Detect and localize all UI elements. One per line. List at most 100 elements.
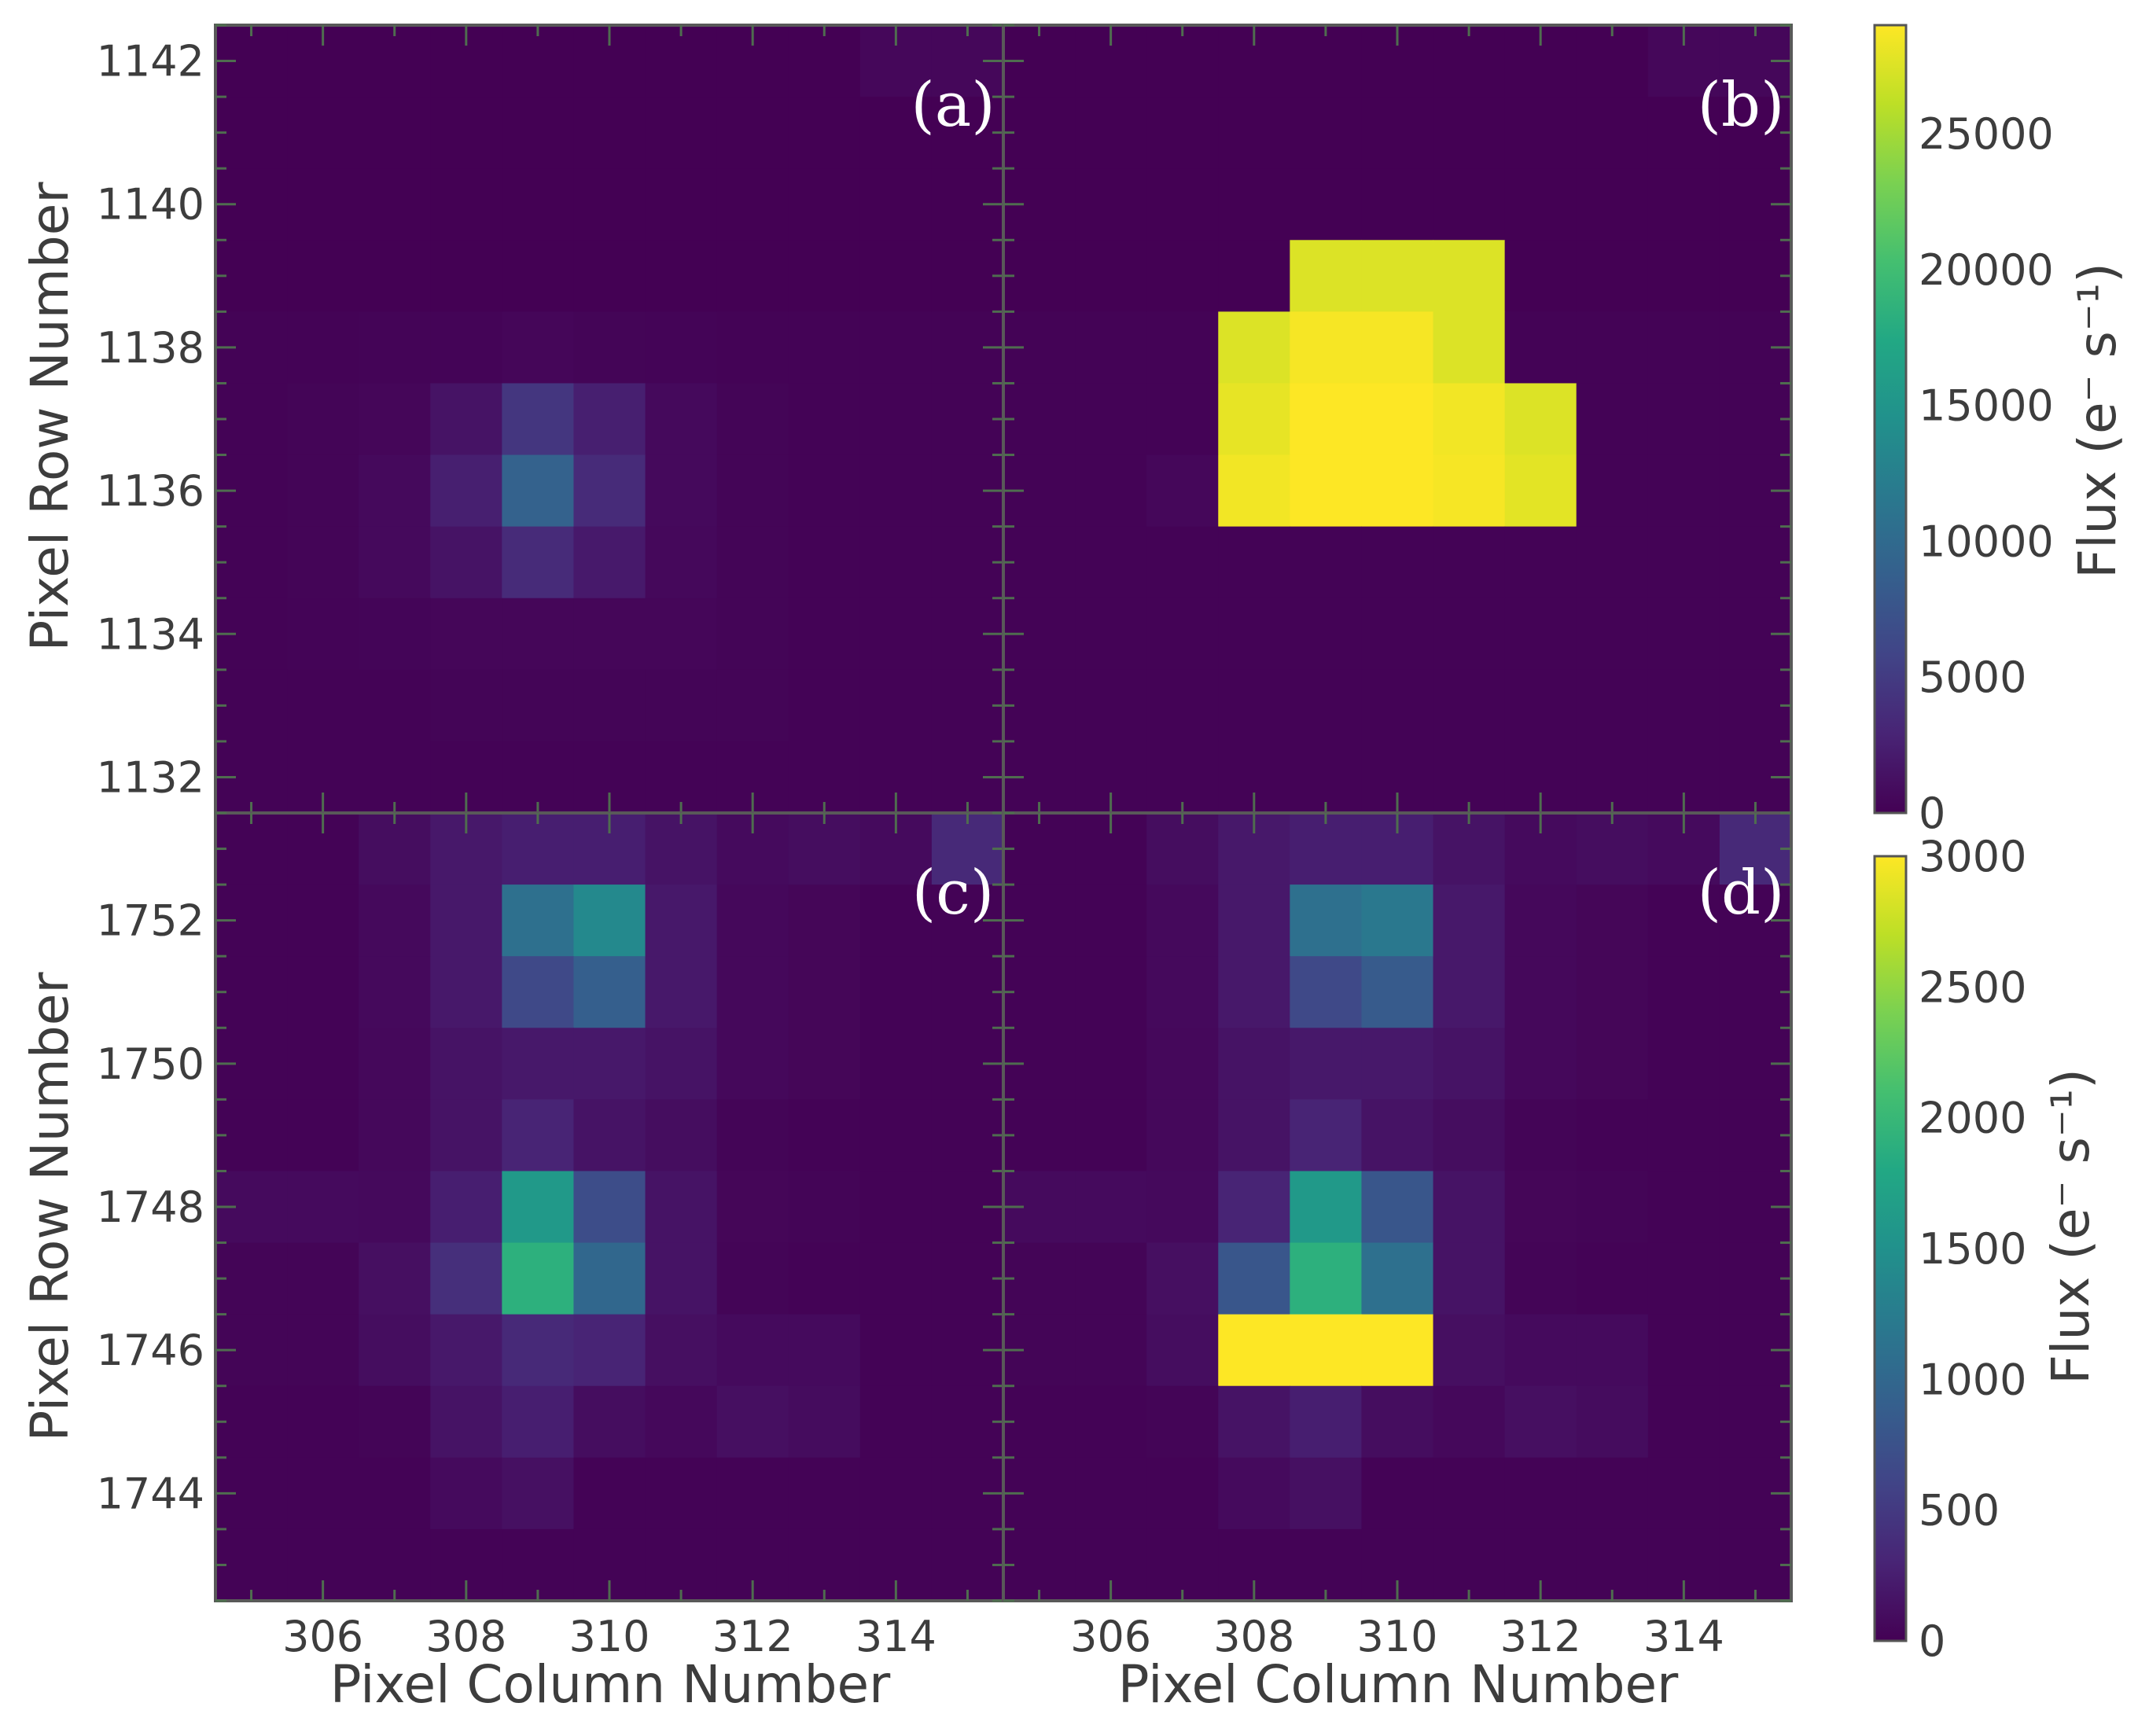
heatmap-cell: [1719, 1528, 1792, 1602]
heatmap-cell: [502, 598, 575, 671]
heatmap-cell: [1504, 311, 1577, 384]
heatmap-cell: [788, 1457, 861, 1530]
y-axis-label-top: Pixel Row Number: [20, 182, 80, 652]
heatmap-cell: [716, 1385, 789, 1458]
x-tick-label: 308: [1213, 1612, 1294, 1661]
heatmap-cell: [788, 741, 861, 814]
heatmap-cell: [573, 454, 646, 528]
heatmap-cell: [1361, 97, 1434, 169]
heatmap-cell: [716, 240, 789, 312]
colorbar-tick-label: 1000: [1919, 1355, 2026, 1404]
y-tick-label: 1142: [97, 37, 204, 86]
heatmap-cell: [430, 1242, 502, 1315]
heatmap-cell: [645, 598, 718, 671]
heatmap-cell: [287, 454, 359, 528]
heatmap-cell: [287, 240, 359, 312]
colorbar-tick-label: 0: [1919, 1616, 1945, 1666]
y-tick-label: 1140: [97, 180, 204, 230]
heatmap-cell: [430, 598, 502, 671]
colorbar-tick-label: 1500: [1919, 1224, 2026, 1274]
heatmap-cell: [716, 1457, 789, 1530]
heatmap-cell: [287, 1385, 359, 1458]
heatmap-cell: [1218, 669, 1290, 742]
heatmap-cell: [1719, 240, 1792, 312]
heatmap-cell: [1290, 598, 1363, 671]
heatmap-cell: [1075, 1171, 1147, 1244]
heatmap-cell: [1218, 383, 1290, 456]
heatmap-cell: [1576, 669, 1649, 742]
heatmap-cell: [1075, 956, 1147, 1028]
heatmap-cell: [502, 813, 575, 885]
heatmap-cell: [1576, 1314, 1649, 1387]
heatmap-cell: [1361, 168, 1434, 241]
heatmap-cell: [1504, 598, 1577, 671]
x-tick-label: 310: [569, 1612, 649, 1661]
heatmap-cell: [430, 1314, 502, 1387]
heatmap-cell: [1647, 598, 1720, 671]
heatmap-cell: [1361, 240, 1434, 312]
heatmap-cell: [1433, 885, 1506, 957]
heatmap-cell: [1075, 1242, 1147, 1315]
heatmap-cell: [215, 1385, 288, 1458]
heatmap-cell: [215, 383, 288, 456]
heatmap-cell: [788, 383, 861, 456]
heatmap-cell: [1433, 454, 1506, 528]
heatmap-cell: [1504, 97, 1577, 169]
heatmap-cell: [1433, 956, 1506, 1028]
heatmap-cell: [573, 168, 646, 241]
x-tick-label: 312: [712, 1612, 793, 1661]
x-tick-label: 314: [856, 1612, 937, 1661]
heatmap-cell: [502, 741, 575, 814]
heatmap-cell: [1218, 168, 1290, 241]
heatmap-cell: [1719, 813, 1792, 885]
heatmap-cell: [788, 885, 861, 957]
heatmap-cell: [859, 240, 933, 312]
heatmap-cell: [1075, 383, 1147, 456]
heatmap-cell: [645, 311, 718, 384]
heatmap-cell: [788, 669, 861, 742]
heatmap-cell: [645, 1099, 718, 1172]
colorbar-tick-label: 5000: [1919, 653, 2026, 702]
heatmap-cell: [287, 97, 359, 169]
y-axis-label-bottom: Pixel Row Number: [20, 972, 80, 1442]
heatmap-cell: [287, 526, 359, 599]
heatmap-cell: [573, 1171, 646, 1244]
heatmap-cell: [1146, 311, 1219, 384]
heatmap-cell: [1433, 1314, 1506, 1387]
heatmap-cell: [1146, 240, 1219, 312]
heatmap-cell: [1075, 669, 1147, 742]
heatmap-cell: [1290, 311, 1363, 384]
heatmap-cell: [1003, 526, 1076, 599]
heatmap-cell: [430, 168, 502, 241]
heatmap-cell: [1719, 383, 1792, 456]
heatmap-cell: [1075, 1314, 1147, 1387]
y-tick-label: 1746: [97, 1326, 204, 1375]
y-tick-label: 1136: [97, 466, 204, 516]
heatmap-cell: [1290, 1457, 1363, 1530]
heatmap-cell: [788, 956, 861, 1028]
x-tick-label: 308: [425, 1612, 506, 1661]
heatmap-cell: [788, 1099, 861, 1172]
heatmap-cell: [1576, 168, 1649, 241]
colorbar-label-top: Flux (e⁻ s⁻¹): [2067, 263, 2128, 579]
heatmap-cell: [1146, 598, 1219, 671]
heatmap-cell: [1647, 1242, 1720, 1315]
panel-a: 1132 1134 1136 1138 1140 1142 (a): [97, 24, 1005, 815]
heatmap-cell: [1290, 885, 1363, 957]
heatmap-cell: [859, 1171, 933, 1244]
heatmap-cell: [1075, 311, 1147, 384]
colorbar-gradient: [1875, 25, 1906, 813]
heatmap-cell: [859, 1028, 933, 1100]
heatmap-cell: [1146, 1457, 1219, 1530]
y-tick-label: 1132: [97, 752, 204, 802]
heatmap-cell: [573, 1242, 646, 1315]
heatmap-cell: [859, 1099, 933, 1172]
x-tick-label: 314: [1643, 1612, 1724, 1661]
heatmap-cell: [287, 1314, 359, 1387]
heatmap-cell: [716, 311, 789, 384]
heatmap-cell: [788, 25, 861, 97]
heatmap-cell: [1433, 813, 1506, 885]
heatmap-cell: [1719, 97, 1792, 169]
heatmap-cell: [1290, 1028, 1363, 1100]
